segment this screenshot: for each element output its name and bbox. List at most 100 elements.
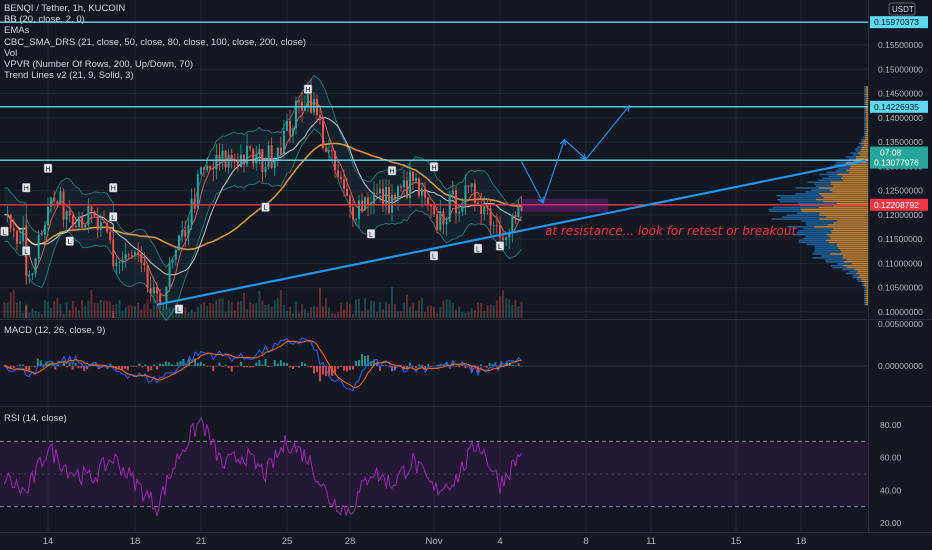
macd-histogram-bar	[301, 362, 303, 366]
macd-histogram-bar	[415, 366, 418, 369]
macd-histogram-bar	[373, 360, 375, 366]
volume-bar	[295, 301, 297, 318]
candle-body	[415, 177, 417, 181]
pivot-label-text: H	[45, 166, 50, 173]
macd-histogram-bar	[129, 365, 132, 367]
macd-histogram-bar	[62, 360, 65, 366]
macd-histogram-bar	[179, 361, 182, 366]
vpvr-bar-up	[863, 284, 868, 286]
macd-histogram-bar	[391, 366, 393, 372]
macd-histogram-bar	[273, 360, 276, 366]
macd-histogram-bar	[126, 366, 129, 371]
price-legend: BENQI / Tether, 1h, KUCOIN BB (20, close…	[4, 3, 306, 81]
pivot-label-box	[387, 165, 397, 176]
volume-bar	[159, 310, 162, 318]
volume-bar	[289, 306, 291, 318]
candle-body	[483, 206, 486, 215]
indicator-vol[interactable]: Vol	[4, 47, 18, 59]
vpvr-bar-down	[825, 260, 844, 263]
candle-body	[358, 200, 360, 220]
vpvr-bar-down	[864, 128, 867, 131]
vpvr-bar-down	[805, 235, 830, 238]
volume-bar	[400, 311, 402, 318]
candle-body	[159, 293, 162, 303]
candle-body	[486, 206, 489, 209]
macd-histogram-bar	[243, 366, 245, 368]
volume-bar	[436, 312, 439, 318]
volume-bar	[93, 302, 96, 318]
volume-bar	[221, 298, 224, 318]
vpvr-bar-down	[858, 142, 862, 145]
candle-body	[203, 167, 206, 171]
candle-body	[331, 150, 333, 152]
candle-body	[295, 100, 297, 129]
vpvr-bar-up	[819, 218, 868, 220]
macd-legend[interactable]: MACD (12, 26, close, 9)	[4, 325, 106, 336]
macd-histogram-bar	[89, 365, 92, 367]
macd-histogram-bar	[218, 362, 221, 366]
vpvr-bar-down	[805, 222, 834, 224]
candle-body	[424, 188, 426, 198]
macd-histogram-bar	[144, 364, 147, 366]
candle-body	[56, 201, 59, 206]
indicator-sma[interactable]: CBC_SMA_DRS (21, close, 50, close, 80, c…	[4, 36, 307, 48]
volume-bar	[19, 301, 22, 318]
volume-bar	[349, 304, 351, 318]
vpvr-bar-down	[864, 99, 867, 102]
vpvr-bar-down	[845, 156, 856, 158]
candle-body	[439, 211, 442, 231]
macd-histogram-bar	[497, 366, 500, 368]
vpvr-bar-down	[864, 101, 866, 104]
volume-bar	[461, 312, 464, 318]
candle-body	[236, 161, 239, 168]
rsi-legend[interactable]: RSI (14, close)	[4, 413, 67, 424]
symbol-title[interactable]: BENQI / Tether, 1h, KUCOIN	[4, 3, 126, 14]
candle-body	[215, 154, 218, 170]
candle-body	[325, 148, 327, 152]
indicator-emas[interactable]: EMAs	[4, 25, 30, 37]
vpvr-bar-down	[852, 154, 860, 156]
candle-body	[382, 188, 384, 206]
vpvr-bar-down	[815, 185, 833, 187]
bollinger-fill	[4, 75, 522, 321]
vpvr-bar-up	[856, 272, 868, 275]
candle-body	[37, 234, 40, 259]
vpvr-bar-down	[807, 181, 831, 183]
macd-histogram-bar	[188, 359, 191, 366]
vpvr-bar-up	[857, 276, 868, 279]
volume-bar	[415, 311, 417, 318]
macd-histogram-bar	[176, 362, 179, 366]
volume-bar	[165, 300, 168, 318]
vpvr-bar-up	[865, 117, 868, 119]
candle-body	[15, 230, 18, 244]
vpvr-bar-up	[814, 226, 868, 228]
candle-body	[156, 286, 158, 294]
last-price-label: 0.13077976	[874, 158, 919, 168]
candle-body	[379, 188, 381, 194]
vpvr-bar-up	[865, 299, 868, 302]
vpvr-bar-down	[825, 259, 847, 261]
time-tick-label: 11	[646, 536, 656, 547]
vpvr-bar-up	[865, 286, 868, 288]
macd-histogram-bar	[325, 366, 327, 376]
macd-histogram-bar	[276, 363, 279, 366]
pivot-label-text: H	[24, 186, 29, 193]
vpvr-bar-up	[865, 103, 868, 106]
pivot-label-box	[43, 163, 53, 174]
macd-histogram-bar	[246, 366, 249, 368]
vpvr-bar-up	[830, 181, 868, 183]
vpvr-bar-up	[833, 222, 868, 224]
volume-bar	[218, 298, 221, 318]
indicator-bb[interactable]: BB (20, close, 2, 0)	[4, 14, 85, 26]
time-tick-label: 15	[731, 536, 742, 547]
candle-body	[93, 211, 96, 217]
indicator-trendlines[interactable]: Trend Lines v2 (21, 9, Solid, 3)	[4, 70, 134, 82]
volume-bar	[328, 307, 330, 318]
indicator-vpvr[interactable]: VPVR (Number Of Rows, 200, Up/Down, 70)	[4, 58, 194, 70]
candle-body	[328, 150, 330, 152]
candle-body	[22, 227, 25, 242]
macd-histogram-bar	[57, 364, 60, 366]
volume-bar	[316, 307, 318, 318]
